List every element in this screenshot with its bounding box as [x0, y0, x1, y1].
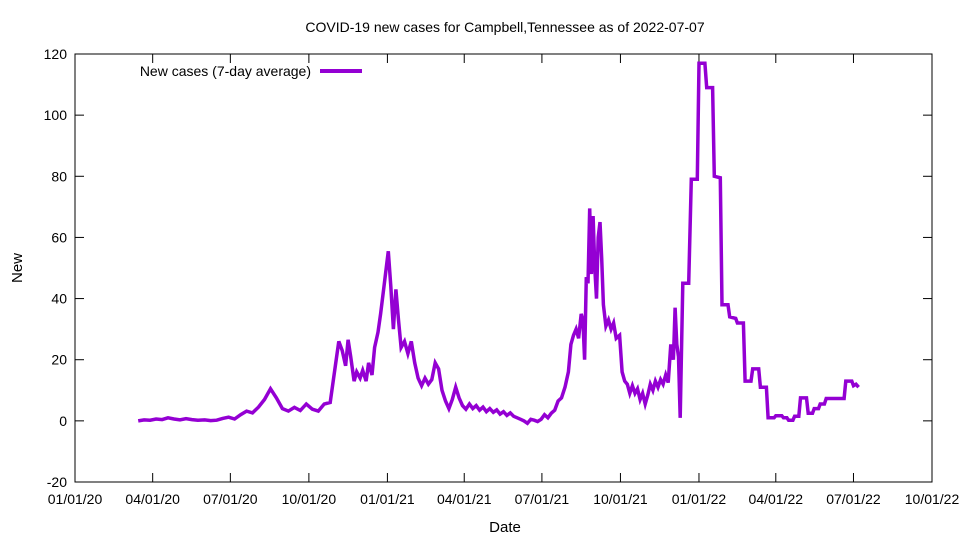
x-tick-label: 01/01/20: [48, 491, 103, 507]
y-axis-label: New: [9, 253, 26, 283]
x-tick-label: 10/01/20: [282, 491, 337, 507]
legend: New cases (7-day average): [140, 63, 362, 79]
x-tick-label: 10/01/22: [905, 491, 960, 507]
x-tick-label: 07/01/20: [203, 491, 258, 507]
series-line-0: [137, 61, 860, 426]
ticks-layer: -20 0 20 40 60 80 100 120 01/01/20 04/01/20 07/01/…: [44, 46, 960, 507]
y-tick-label: 80: [51, 168, 67, 184]
y-tick-label: 120: [44, 46, 68, 62]
legend-label: New cases (7-day average): [140, 63, 311, 79]
x-tick-label: 01/01/21: [360, 491, 415, 507]
y-tick-label: 100: [44, 107, 68, 123]
x-tick-label: 07/01/21: [515, 491, 570, 507]
x-tick-label: 07/01/22: [826, 491, 881, 507]
y-tick-label: 60: [51, 229, 67, 245]
y-tick-label: 20: [51, 352, 67, 368]
x-tick-label: 04/01/22: [749, 491, 804, 507]
x-tick-label: 04/01/21: [437, 491, 492, 507]
series-layer: [137, 61, 860, 426]
plot-frame: [74, 53, 933, 483]
x-tick-label: 01/01/22: [672, 491, 727, 507]
y-tick-label: -20: [47, 474, 67, 490]
x-axis-label: Date: [489, 519, 521, 536]
y-tick-label: 0: [59, 413, 67, 429]
x-tick-label: 10/01/21: [593, 491, 648, 507]
chart-title: COVID-19 new cases for Campbell,Tennesse…: [305, 19, 704, 35]
y-tick-label: 40: [51, 291, 67, 307]
x-tick-label: 04/01/20: [125, 491, 180, 507]
